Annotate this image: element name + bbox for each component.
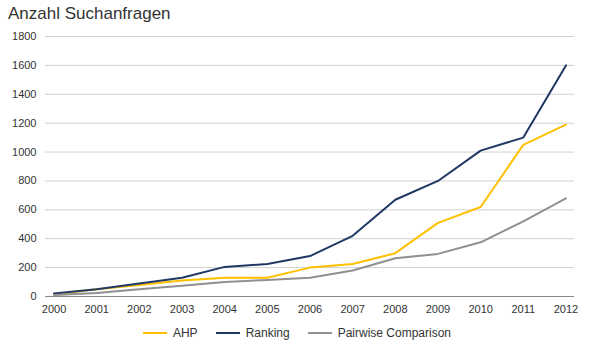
svg-text:2004: 2004 — [212, 303, 236, 315]
svg-text:2012: 2012 — [554, 303, 578, 315]
svg-text:1400: 1400 — [12, 88, 36, 100]
svg-text:2003: 2003 — [170, 303, 194, 315]
html-text:Pairwise Comparison: Pairwise Comparison — [337, 326, 451, 340]
html-text:AHP: AHP — [173, 326, 198, 340]
html-text:Ranking: Ranking — [245, 326, 290, 340]
svg-text:2009: 2009 — [426, 303, 450, 315]
svg-text:2008: 2008 — [383, 303, 407, 315]
svg-text:1600: 1600 — [12, 59, 36, 71]
svg-text:600: 600 — [18, 203, 36, 215]
svg-text:200: 200 — [18, 261, 36, 273]
svg-text:1200: 1200 — [12, 117, 36, 129]
svg-text:2002: 2002 — [127, 303, 151, 315]
svg-text:0: 0 — [30, 290, 36, 302]
svg-text:1800: 1800 — [12, 30, 36, 42]
svg-text:2011: 2011 — [511, 303, 535, 315]
svg-text:2005: 2005 — [255, 303, 279, 315]
svg-text:400: 400 — [18, 232, 36, 244]
svg-text:2010: 2010 — [468, 303, 492, 315]
svg-text:2001: 2001 — [84, 303, 108, 315]
svg-text:2007: 2007 — [340, 303, 364, 315]
html-text:Anzahl Suchanfragen: Anzahl Suchanfragen — [8, 4, 171, 23]
svg-text:2000: 2000 — [42, 303, 66, 315]
svg-text:800: 800 — [18, 174, 36, 186]
svg-text:2006: 2006 — [298, 303, 322, 315]
svg-text:1000: 1000 — [12, 146, 36, 158]
